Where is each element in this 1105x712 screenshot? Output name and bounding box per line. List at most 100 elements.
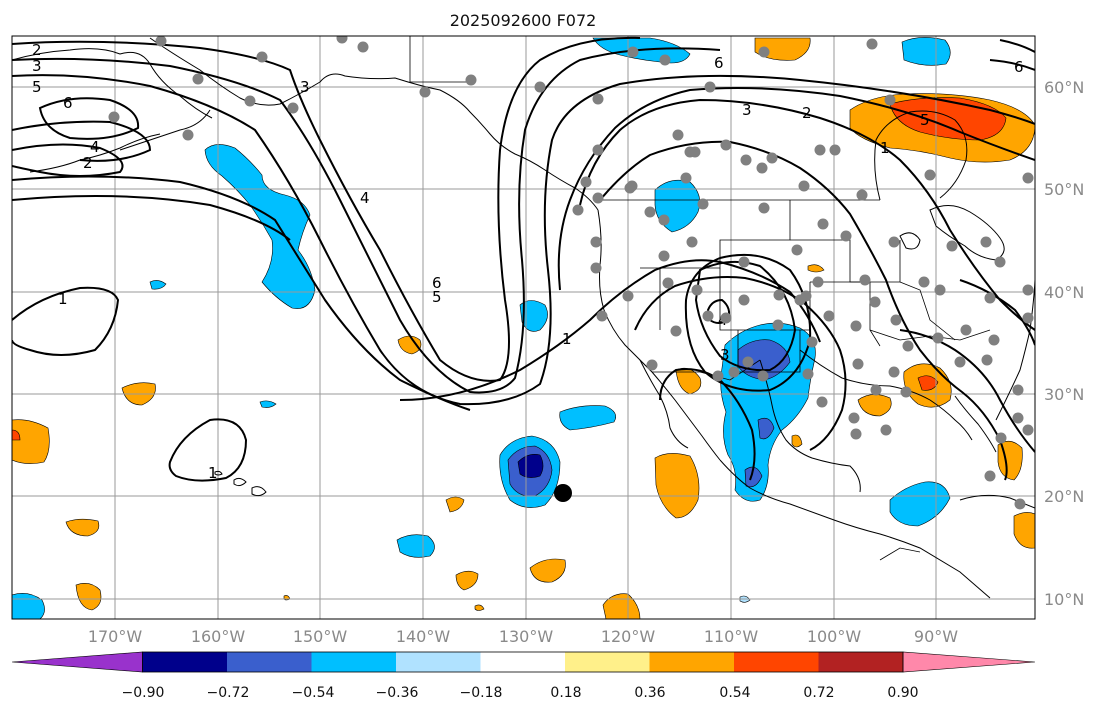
station-dot xyxy=(984,470,996,482)
station-dot xyxy=(994,256,1006,268)
station-dot xyxy=(856,189,868,201)
station-dot xyxy=(988,334,1000,346)
station-dot xyxy=(108,111,120,123)
station-dot xyxy=(357,41,369,53)
contour-label: 1 xyxy=(562,330,572,348)
contour-label-group: 2 3 5 6 4 2 4 6 5 1 1 4 3 1 3 6 2 1 6 3 … xyxy=(32,41,1024,482)
station-dot xyxy=(1022,312,1034,324)
station-dot xyxy=(981,354,993,366)
colorbar-swatch xyxy=(734,652,819,672)
station-dot xyxy=(772,319,784,331)
station-dot xyxy=(336,36,348,44)
station-dot xyxy=(592,144,604,156)
station-dot xyxy=(816,396,828,408)
station-dot xyxy=(850,320,862,332)
lon-label: 170°W xyxy=(88,627,143,646)
station-dot xyxy=(802,368,814,380)
contour-label: 3 xyxy=(742,101,752,119)
colorbar-swatch xyxy=(396,652,481,672)
colorbar-labels: −0.90 −0.72 −0.54 −0.36 −0.18 0.18 0.36 … xyxy=(122,685,919,701)
station-dot xyxy=(954,356,966,368)
contour-label: 1 xyxy=(208,464,218,482)
map-frame xyxy=(11,35,1036,620)
station-dot xyxy=(924,169,936,181)
borders xyxy=(409,36,991,561)
station-dot xyxy=(658,214,670,226)
station-dot xyxy=(791,244,803,256)
colorbar-tick-label: −0.18 xyxy=(460,685,503,701)
colorbar-tick-label: −0.90 xyxy=(122,685,165,701)
contour-label: 2 xyxy=(83,154,93,172)
station-dot xyxy=(960,324,972,336)
station-dot xyxy=(644,206,656,218)
station-dot xyxy=(702,310,714,322)
lon-label: 90°W xyxy=(914,627,958,646)
station-dot xyxy=(794,294,806,306)
station-dot xyxy=(465,74,477,86)
station-dot xyxy=(758,202,770,214)
colorbar-swatch xyxy=(649,652,735,672)
lat-label: 60°N xyxy=(1044,78,1084,97)
station-dot xyxy=(419,86,431,98)
station-dot xyxy=(1022,172,1034,184)
station-dot xyxy=(590,236,602,248)
station-dot xyxy=(646,359,658,371)
station-dot xyxy=(852,358,864,370)
contour-label: 1 xyxy=(58,290,68,308)
station-dot xyxy=(720,139,732,151)
lat-label: 40°N xyxy=(1044,283,1084,302)
station-dot xyxy=(840,230,852,242)
station-dot xyxy=(712,370,724,382)
colorbar-tick-label: 0.36 xyxy=(634,685,665,701)
contour-label: 4 xyxy=(90,138,100,156)
colorbar-swatch xyxy=(227,652,312,672)
lon-label: 110°W xyxy=(704,627,759,646)
station-dot xyxy=(859,274,871,286)
lat-label: 30°N xyxy=(1044,385,1084,404)
station-dot xyxy=(670,325,682,337)
station-dot xyxy=(287,102,299,114)
station-dot xyxy=(890,314,902,326)
station-dot xyxy=(817,218,829,230)
station-dot xyxy=(244,95,256,107)
lon-label: 140°W xyxy=(396,627,451,646)
station-dot xyxy=(888,236,900,248)
station-dot xyxy=(697,198,709,210)
station-dot xyxy=(659,54,671,66)
lon-label: 120°W xyxy=(601,627,656,646)
station-dot xyxy=(622,290,634,302)
colorbar-swatch xyxy=(818,652,904,672)
lon-label: 150°W xyxy=(293,627,348,646)
colorbar-swatch xyxy=(142,652,228,672)
station-dot xyxy=(984,292,996,304)
station-dot xyxy=(756,162,768,174)
contour-label: 3 xyxy=(32,57,42,75)
longitude-labels: 170°W 160°W 150°W 140°W 130°W 120°W 110°… xyxy=(88,627,958,646)
station-dot xyxy=(738,256,750,268)
lon-label: 160°W xyxy=(191,627,246,646)
colorbar-tick-label: 0.54 xyxy=(719,685,750,701)
station-dot xyxy=(256,51,268,63)
colorbar-tick-label: −0.54 xyxy=(292,685,335,701)
contour-label: 5 xyxy=(920,111,930,129)
contour-label: 1 xyxy=(880,139,890,157)
contour-label: 6 xyxy=(432,274,442,292)
station-dot xyxy=(806,336,818,348)
station-dot xyxy=(686,236,698,248)
station-dot xyxy=(812,276,824,288)
station-dot xyxy=(720,312,732,324)
lon-label: 130°W xyxy=(499,627,554,646)
station-dot xyxy=(757,370,769,382)
station-dot xyxy=(766,152,778,164)
colorbar-swatch xyxy=(565,652,650,672)
station-dot xyxy=(869,296,881,308)
station-dot xyxy=(658,250,670,262)
colorbar-extend-high xyxy=(902,651,1036,673)
station-dot xyxy=(689,146,701,158)
station-dot xyxy=(155,36,167,47)
station-dot xyxy=(900,386,912,398)
station-dot xyxy=(596,310,608,322)
station-dot xyxy=(850,428,862,440)
station-dot xyxy=(918,276,930,288)
colorbar-tick-label: 0.90 xyxy=(887,685,918,701)
